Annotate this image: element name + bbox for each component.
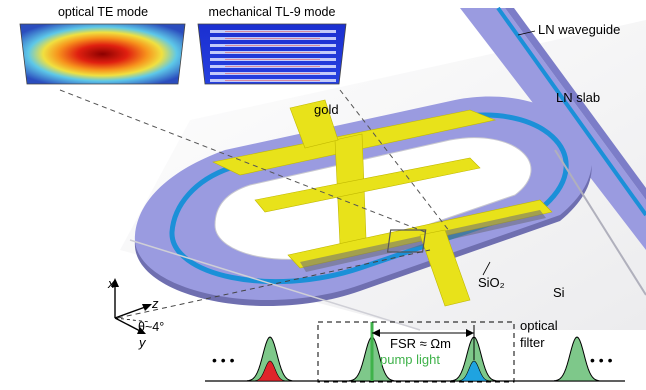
gold-top-pad [289, 99, 339, 149]
racetrack-waveguide [169, 112, 569, 285]
mechanical-mode-title: mechanical TL-9 mode [209, 5, 336, 19]
zoom-box [386, 229, 427, 253]
optical-filter-box [317, 321, 515, 383]
theta-label: θ~4° [138, 320, 164, 334]
spectrum-peak [349, 322, 395, 382]
leader-line-optical [59, 89, 426, 233]
z-axis-label: z [151, 296, 159, 311]
x-axis-label: x [107, 276, 115, 291]
optical-mode-title: optical TE mode [58, 5, 148, 19]
ln-slab-label: LN slab [556, 90, 600, 105]
spectrum-ellipsis-left: • • • [212, 352, 235, 368]
optical-filter-label-1: optical [520, 318, 558, 333]
spectrum-peak [554, 336, 600, 382]
sio2-label: SiO₂ [478, 275, 505, 290]
fsr-label: FSR ≈ Ωm [390, 336, 451, 351]
gold-label: gold [314, 102, 339, 117]
optical-filter-label-2: filter [520, 335, 545, 350]
leader-line-mechanical [339, 89, 451, 233]
coordinate-axes [111, 278, 152, 334]
spectrum-peak [247, 336, 293, 382]
pump-light-label: pump light [380, 352, 440, 367]
ln-waveguide-label: LN waveguide [538, 22, 620, 37]
gold-bottom-pad [419, 229, 471, 307]
optical-mode-inset [19, 23, 186, 85]
ln-waveguide [496, 6, 646, 217]
spectrum-ellipsis-right: • • • [590, 352, 613, 368]
si-label: Si [553, 285, 565, 300]
mechanical-mode-stripes [210, 30, 336, 82]
gold-middle-bar [254, 157, 481, 213]
y-axis-label: y [138, 335, 147, 350]
